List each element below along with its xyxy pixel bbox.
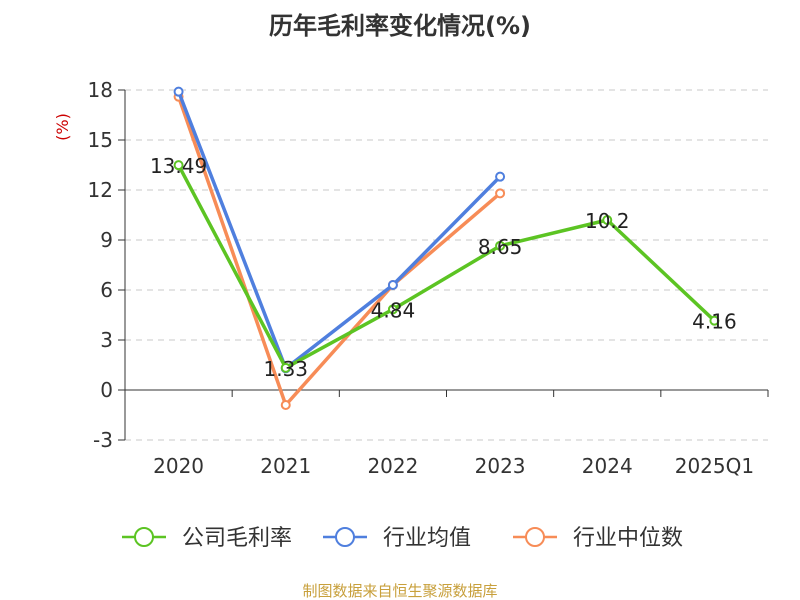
legend-marker: [525, 527, 545, 547]
y-tick-label: 0: [100, 378, 113, 402]
y-tick-label: -3: [93, 428, 113, 452]
legend-marker: [134, 527, 154, 547]
x-tick-label: 2022: [367, 454, 418, 478]
series-line: [177, 164, 716, 370]
series: [173, 86, 720, 410]
x-tick-label: 2020: [153, 454, 204, 478]
y-tick-label: 9: [100, 228, 113, 252]
data-label: 4.16: [692, 310, 737, 334]
data-point: [387, 304, 398, 315]
y-tick-label: 3: [100, 328, 113, 352]
y-tick-label: 12: [88, 178, 113, 202]
legend: 公司毛利率 行业均值 行业中位数: [122, 526, 683, 551]
data-point: [709, 315, 720, 326]
data-point: [173, 160, 184, 171]
legend-label: 行业均值: [383, 526, 471, 551]
data-point: [602, 215, 613, 225]
grid: [125, 89, 768, 441]
y-tick-label: 15: [88, 128, 113, 152]
y-tick-label: 6: [100, 278, 113, 302]
legend-label: 公司毛利率: [182, 526, 292, 551]
data-point: [280, 400, 291, 410]
source-footer: 制图数据来自恒生聚源数据库: [302, 582, 497, 600]
data-point: [387, 280, 398, 290]
data-point: [495, 188, 506, 199]
data-label: 13.49: [150, 154, 207, 178]
data-label: 1.33: [263, 357, 308, 381]
data-label: 10.2: [585, 209, 630, 233]
series-line: [176, 96, 502, 407]
axes: -3 0 3 6 9 12 15 18 2020 2021 2022 2023 2024 2025Q1: [88, 78, 769, 478]
y-axis-label: (%): [53, 113, 72, 141]
data-label: 4.84: [371, 298, 416, 322]
data-point: [173, 86, 184, 97]
legend-label: 行业中位数: [573, 526, 683, 551]
x-tick-label: 2024: [582, 454, 633, 478]
data-labels: 13.49 1.33 4.84 8.65 10.2 4.16: [150, 154, 737, 381]
data-label: 8.65: [478, 235, 523, 259]
series-line: [176, 91, 502, 371]
y-tick-label: 18: [88, 78, 113, 102]
x-tick-label: 2021: [260, 454, 311, 478]
data-point: [280, 362, 291, 373]
legend-marker: [335, 527, 355, 547]
x-tick-label: 2025Q1: [675, 454, 754, 478]
data-point: [495, 240, 506, 251]
data-point: [495, 171, 506, 182]
x-tick-label: 2023: [475, 454, 526, 478]
chart-title: 历年毛利率变化情况(%): [269, 12, 531, 40]
